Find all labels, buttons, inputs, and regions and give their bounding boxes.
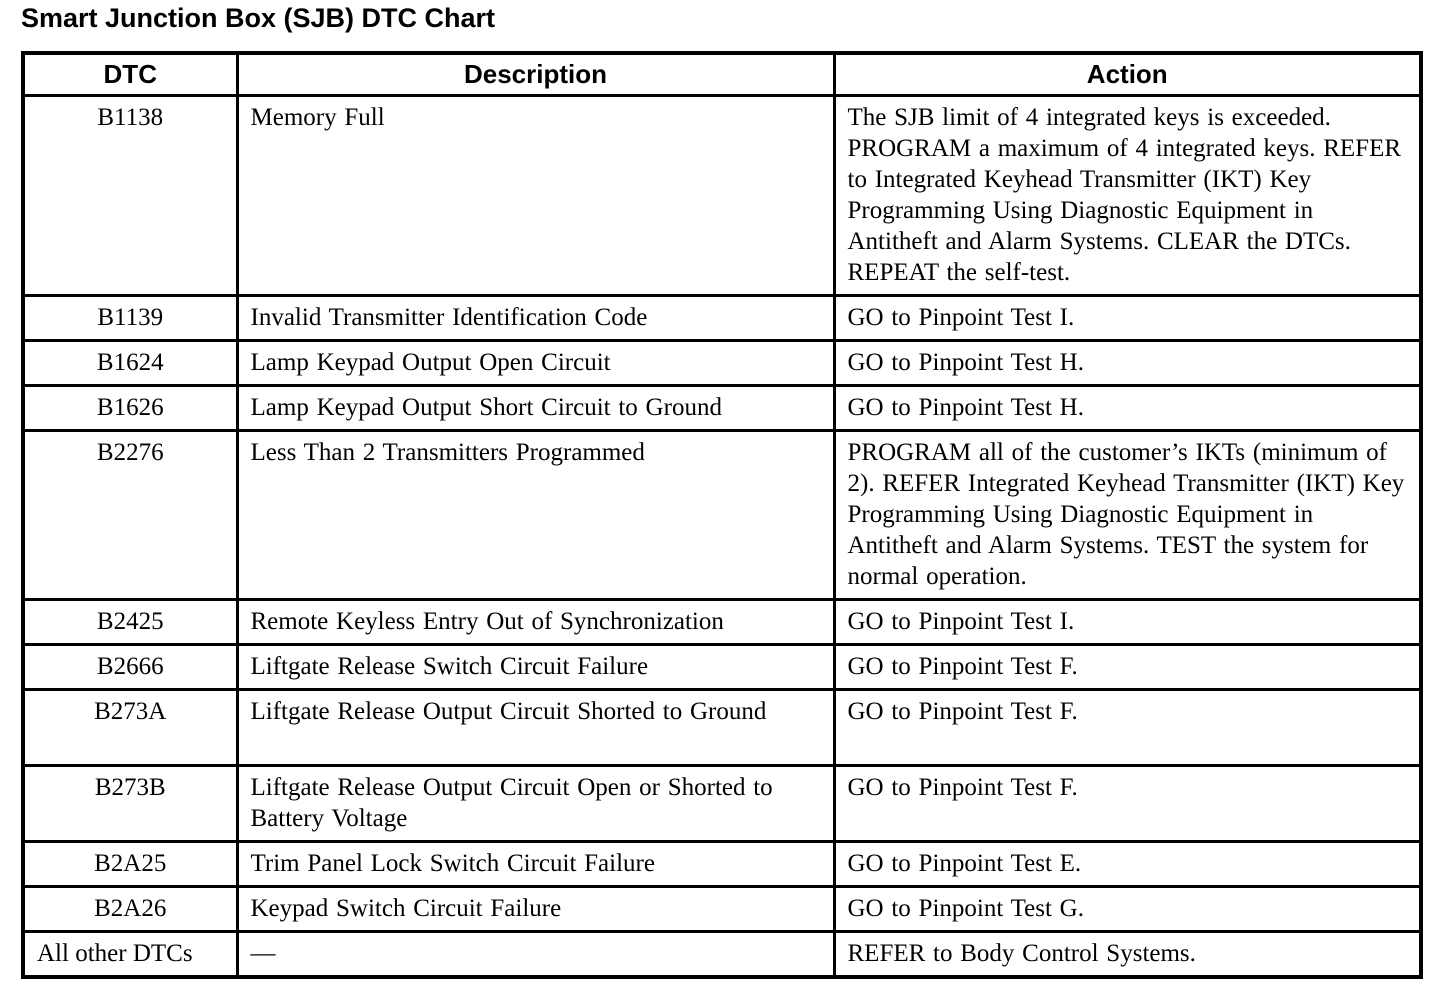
table-row: B2276 Less Than 2 Transmitters Programme…	[21, 429, 1423, 601]
action-cell: GO to Pinpoint Test F.	[832, 643, 1423, 691]
description-cell: Memory Full	[235, 94, 836, 297]
table-row: B1626 Lamp Keypad Output Short Circuit t…	[21, 384, 1423, 432]
description-cell: Lamp Keypad Output Short Circuit to Grou…	[235, 384, 836, 432]
table-row: B1138 Memory Full The SJB limit of 4 int…	[21, 94, 1423, 297]
dtc-cell: B2425	[21, 598, 239, 646]
action-cell: GO to Pinpoint Test I.	[832, 294, 1423, 342]
description-cell: Remote Keyless Entry Out of Synchronizat…	[235, 598, 836, 646]
table-row: B2A26 Keypad Switch Circuit Failure GO t…	[21, 885, 1423, 933]
description-cell: —	[235, 930, 836, 979]
dtc-cell: B1626	[21, 384, 239, 432]
table-row: B1139 Invalid Transmitter Identification…	[21, 294, 1423, 342]
table-row: B273A Liftgate Release Output Circuit Sh…	[21, 688, 1423, 767]
action-cell: GO to Pinpoint Test H.	[832, 384, 1423, 432]
column-header-description: Description	[235, 51, 836, 97]
dtc-cell: B2A25	[21, 840, 239, 888]
column-header-dtc: DTC	[21, 51, 239, 97]
dtc-cell: B1139	[21, 294, 239, 342]
description-cell: Trim Panel Lock Switch Circuit Failure	[235, 840, 836, 888]
table-row: B1624 Lamp Keypad Output Open Circuit GO…	[21, 339, 1423, 387]
description-cell: Lamp Keypad Output Open Circuit	[235, 339, 836, 387]
dtc-cell: B2666	[21, 643, 239, 691]
action-cell: GO to Pinpoint Test E.	[832, 840, 1423, 888]
action-cell: PROGRAM all of the customer’s IKTs (mini…	[832, 429, 1423, 601]
dtc-cell: B1624	[21, 339, 239, 387]
action-cell: REFER to Body Control Systems.	[832, 930, 1423, 979]
description-cell: Invalid Transmitter Identification Code	[235, 294, 836, 342]
column-header-action: Action	[832, 51, 1423, 97]
dtc-cell: All other DTCs	[21, 930, 239, 979]
action-cell: GO to Pinpoint Test F.	[832, 688, 1423, 767]
description-cell: Liftgate Release Output Circuit Open or …	[235, 764, 836, 843]
table-header-row: DTC Description Action	[21, 51, 1423, 97]
description-cell: Liftgate Release Switch Circuit Failure	[235, 643, 836, 691]
dtc-cell: B273A	[21, 688, 239, 767]
description-cell: Liftgate Release Output Circuit Shorted …	[235, 688, 836, 767]
dtc-cell: B273B	[21, 764, 239, 843]
action-cell: GO to Pinpoint Test I.	[832, 598, 1423, 646]
action-cell: GO to Pinpoint Test F.	[832, 764, 1423, 843]
action-cell: GO to Pinpoint Test H.	[832, 339, 1423, 387]
table-row: B2A25 Trim Panel Lock Switch Circuit Fai…	[21, 840, 1423, 888]
sjb-dtc-table: DTC Description Action B1138 Memory Full…	[21, 51, 1423, 979]
description-cell: Keypad Switch Circuit Failure	[235, 885, 836, 933]
action-cell: The SJB limit of 4 integrated keys is ex…	[832, 94, 1423, 297]
table-row: B273B Liftgate Release Output Circuit Op…	[21, 764, 1423, 843]
page-title: Smart Junction Box (SJB) DTC Chart	[21, 3, 496, 33]
dtc-cell: B2A26	[21, 885, 239, 933]
description-cell: Less Than 2 Transmitters Programmed	[235, 429, 836, 601]
action-cell: GO to Pinpoint Test G.	[832, 885, 1423, 933]
dtc-cell: B1138	[21, 94, 239, 297]
table-row: B2425 Remote Keyless Entry Out of Synchr…	[21, 598, 1423, 646]
dtc-cell: B2276	[21, 429, 239, 601]
table-row: All other DTCs — REFER to Body Control S…	[21, 930, 1423, 979]
table-row: B2666 Liftgate Release Switch Circuit Fa…	[21, 643, 1423, 691]
